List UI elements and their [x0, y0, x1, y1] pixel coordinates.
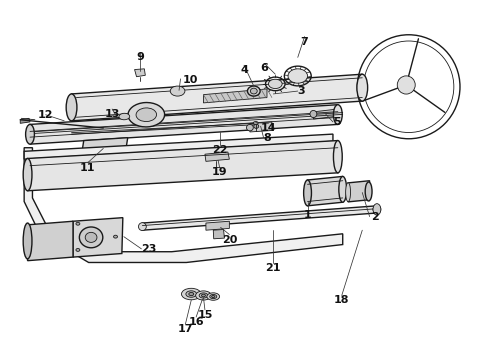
Text: 5: 5 [333, 117, 341, 127]
Polygon shape [206, 221, 229, 230]
Text: 2: 2 [371, 212, 379, 221]
Ellipse shape [345, 183, 350, 202]
Polygon shape [30, 105, 338, 144]
Ellipse shape [357, 74, 368, 101]
Polygon shape [27, 140, 338, 191]
Text: 7: 7 [301, 37, 309, 46]
Ellipse shape [250, 88, 257, 94]
Polygon shape [20, 118, 30, 123]
Ellipse shape [339, 176, 346, 202]
Ellipse shape [79, 227, 103, 248]
Text: 6: 6 [261, 63, 269, 73]
Polygon shape [81, 138, 128, 156]
Ellipse shape [114, 235, 118, 238]
Ellipse shape [254, 124, 259, 129]
Ellipse shape [207, 293, 220, 300]
Ellipse shape [333, 140, 342, 173]
Ellipse shape [210, 294, 217, 299]
Text: 9: 9 [137, 51, 145, 62]
Polygon shape [250, 122, 272, 132]
Text: 19: 19 [212, 167, 227, 177]
Text: 22: 22 [212, 145, 227, 155]
Ellipse shape [136, 108, 156, 122]
Ellipse shape [397, 76, 415, 94]
Text: 17: 17 [178, 324, 193, 334]
Ellipse shape [212, 296, 215, 298]
Ellipse shape [201, 294, 205, 297]
Ellipse shape [66, 94, 77, 121]
Ellipse shape [304, 180, 312, 206]
Ellipse shape [196, 291, 211, 300]
Ellipse shape [25, 125, 34, 144]
Ellipse shape [189, 292, 194, 296]
Text: 4: 4 [240, 65, 248, 75]
Polygon shape [72, 74, 362, 121]
Ellipse shape [247, 86, 260, 96]
Ellipse shape [269, 79, 282, 89]
Text: 21: 21 [266, 263, 281, 273]
Ellipse shape [76, 222, 80, 225]
Ellipse shape [85, 232, 97, 242]
Polygon shape [24, 134, 333, 159]
Polygon shape [213, 229, 224, 239]
Polygon shape [203, 89, 267, 103]
Ellipse shape [373, 204, 381, 215]
Text: 23: 23 [142, 244, 157, 254]
Text: 11: 11 [80, 163, 96, 173]
Ellipse shape [139, 223, 147, 230]
Polygon shape [143, 206, 377, 230]
Ellipse shape [119, 113, 130, 120]
Polygon shape [24, 148, 343, 262]
Text: 13: 13 [104, 109, 120, 119]
Text: 1: 1 [304, 211, 312, 220]
Polygon shape [348, 181, 369, 202]
Text: 10: 10 [182, 75, 198, 85]
Polygon shape [27, 221, 73, 261]
Ellipse shape [170, 86, 185, 96]
Polygon shape [314, 109, 338, 119]
Ellipse shape [373, 206, 381, 213]
Ellipse shape [186, 291, 196, 297]
Polygon shape [91, 155, 106, 165]
Ellipse shape [253, 122, 258, 125]
Ellipse shape [23, 223, 32, 259]
Polygon shape [135, 69, 146, 77]
Ellipse shape [128, 103, 165, 127]
Text: 20: 20 [221, 234, 237, 244]
Text: 14: 14 [261, 123, 276, 133]
Text: 18: 18 [334, 296, 349, 306]
Ellipse shape [76, 248, 80, 251]
Ellipse shape [288, 69, 308, 83]
Ellipse shape [181, 288, 201, 300]
Text: 15: 15 [197, 310, 213, 320]
Polygon shape [308, 176, 343, 206]
Polygon shape [73, 218, 123, 257]
Ellipse shape [246, 125, 253, 131]
Text: 12: 12 [38, 110, 53, 120]
Text: 8: 8 [264, 133, 271, 143]
Ellipse shape [333, 105, 342, 125]
Ellipse shape [310, 111, 317, 118]
Ellipse shape [23, 158, 32, 191]
Polygon shape [205, 152, 229, 161]
Ellipse shape [365, 182, 372, 201]
Text: 16: 16 [188, 317, 204, 327]
Ellipse shape [199, 293, 208, 298]
Text: 3: 3 [298, 86, 305, 96]
